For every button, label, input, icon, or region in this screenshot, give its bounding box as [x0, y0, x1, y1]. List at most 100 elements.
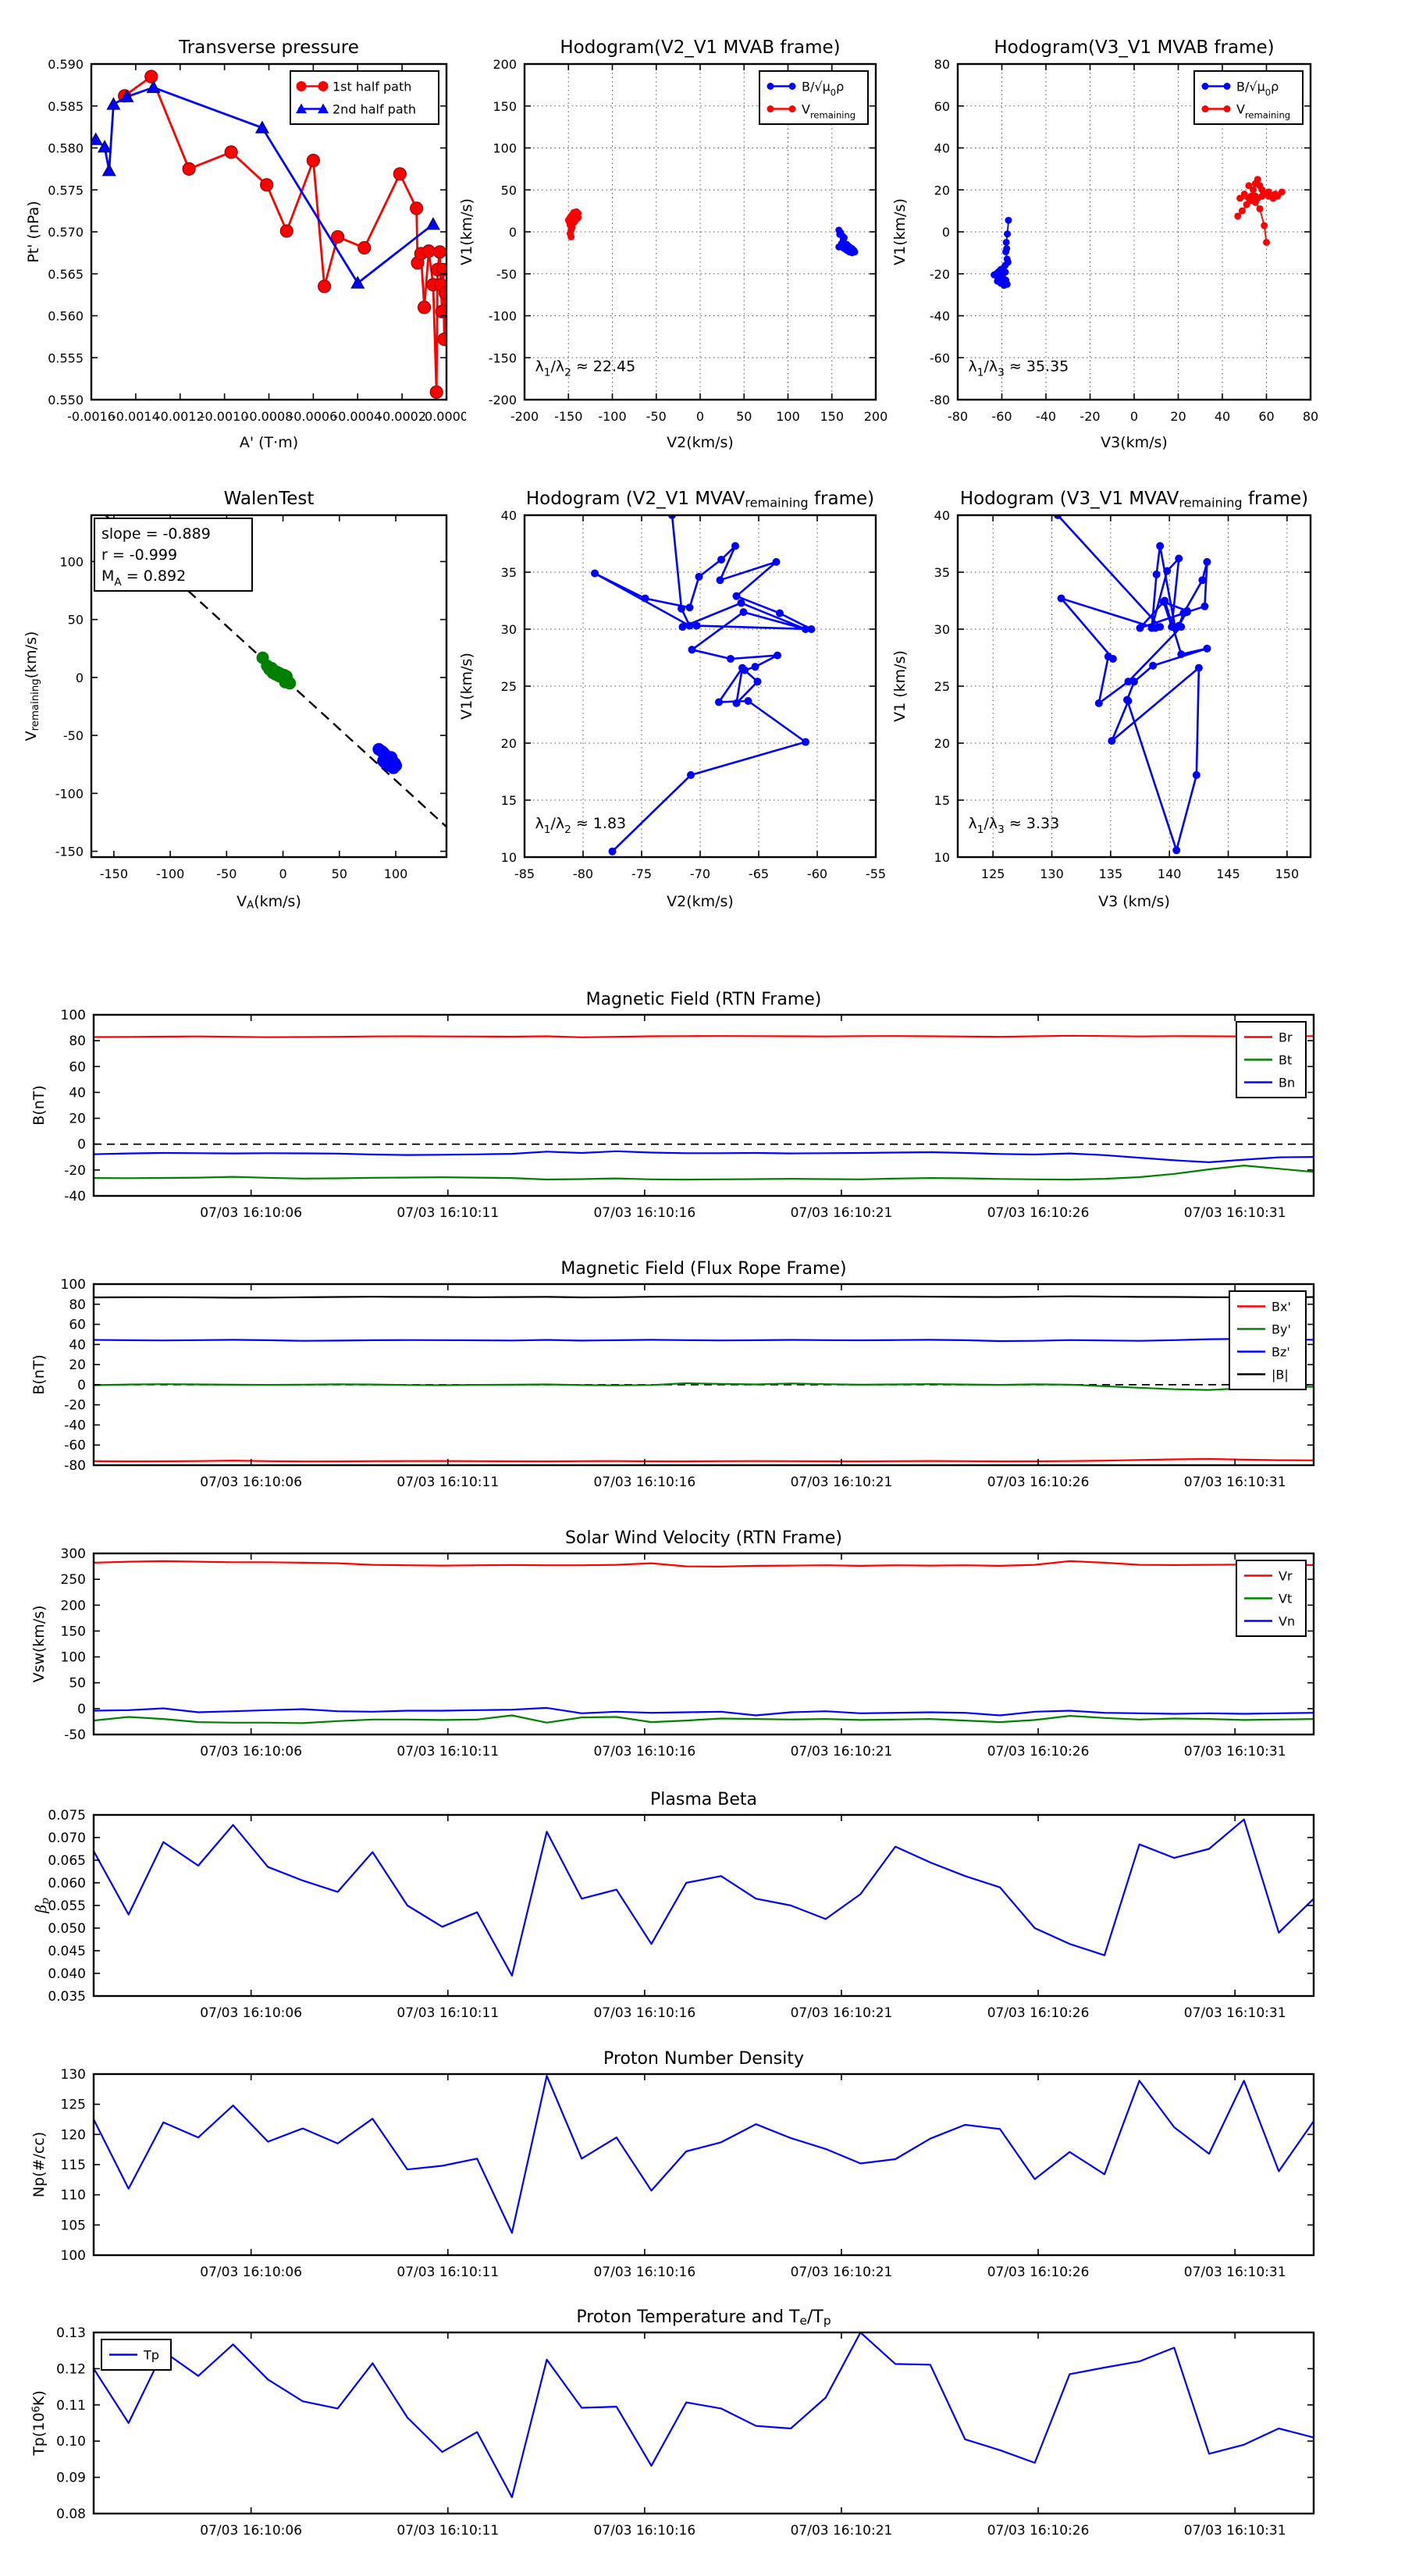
svg-text:0.040: 0.040 — [48, 1966, 86, 1982]
svg-text:125: 125 — [61, 2097, 86, 2113]
walen-test-plot: -150 -100 -50 0 50 100 -150 -100 -50 0 50 100 slope … — [55, 514, 448, 881]
svg-text:07/03 16:10:26: 07/03 16:10:26 — [987, 2523, 1090, 2539]
svg-text:100: 100 — [776, 409, 800, 424]
panel-walen-test: WalenTest Vremaining(km/s) VA(km/s) -150… — [13, 484, 466, 920]
svg-text:-60: -60 — [991, 409, 1012, 424]
solar-wind-velocity-plot: 07/03 16:10:06 07/03 16:10:11 07/03 16:10:… — [61, 1546, 1315, 1759]
panel-proton-temperature: Proton Temperature and Te/Tp Tp(106K) 07… — [16, 2301, 1337, 2571]
svg-text:-150: -150 — [100, 866, 128, 881]
svg-text:1st half path: 1st half path — [333, 80, 411, 94]
svg-text:0: 0 — [509, 225, 517, 240]
svg-text:40: 40 — [1215, 409, 1230, 424]
hodogram-v2v1-mvab-plot: -200 -150 -100 -50 0 50 100 150 200 -200 -150 -100 -… — [489, 57, 888, 424]
svg-text:B/√μ0ρ: B/√μ0ρ — [802, 80, 844, 98]
svg-text:10: 10 — [934, 850, 950, 865]
svg-text:0.550: 0.550 — [48, 393, 84, 407]
svg-text:Br: Br — [1279, 1030, 1293, 1045]
svg-text:07/03 16:10:31: 07/03 16:10:31 — [1184, 2265, 1286, 2280]
svg-text:07/03 16:10:31: 07/03 16:10:31 — [1184, 2005, 1286, 2021]
svg-text:Vremaining: Vremaining — [1236, 102, 1290, 121]
svg-text:-100: -100 — [55, 786, 84, 801]
svg-text:07/03 16:10:06: 07/03 16:10:06 — [200, 2005, 302, 2021]
svg-text:30: 30 — [501, 622, 517, 637]
svg-text:07/03 16:10:21: 07/03 16:10:21 — [791, 1744, 893, 1759]
svg-text:20: 20 — [69, 1112, 86, 1127]
svg-text:100: 100 — [61, 2248, 86, 2264]
svg-text:-20: -20 — [64, 1163, 86, 1179]
svg-text:r = -0.999: r = -0.999 — [101, 546, 177, 564]
svg-text:150: 150 — [1275, 866, 1300, 881]
svg-text:-60: -60 — [807, 866, 827, 881]
x-axis-label: V3(km/s) — [1101, 434, 1168, 451]
svg-text:0.565: 0.565 — [48, 267, 84, 282]
x-axis-label: A' (T·m) — [239, 434, 299, 451]
x-axis-label: V2(km/s) — [667, 434, 734, 451]
svg-text:25: 25 — [934, 679, 950, 694]
chart-title: Hodogram (V2_V1 MVAVremaining frame) — [525, 489, 875, 511]
svg-text:40: 40 — [934, 508, 950, 523]
svg-text:40: 40 — [69, 1337, 86, 1353]
svg-text:07/03 16:10:11: 07/03 16:10:11 — [397, 2005, 499, 2021]
svg-text:07/03 16:10:11: 07/03 16:10:11 — [397, 2523, 499, 2539]
svg-text:40: 40 — [501, 508, 517, 523]
svg-text:0.065: 0.065 — [48, 1853, 86, 1869]
svg-text:20: 20 — [501, 736, 517, 751]
svg-text:0.590: 0.590 — [48, 57, 84, 72]
svg-text:80: 80 — [934, 57, 950, 72]
svg-text:0.0000: 0.0000 — [425, 409, 466, 424]
svg-text:07/03 16:10:06: 07/03 16:10:06 — [200, 1744, 302, 1759]
svg-text:λ1/λ2 ≈ 1.83: λ1/λ2 ≈ 1.83 — [535, 815, 627, 836]
svg-text:60: 60 — [69, 1059, 86, 1075]
svg-text:50: 50 — [69, 1676, 86, 1692]
svg-text:-0.0002: -0.0002 — [378, 409, 426, 424]
chart-title: Hodogram (V3_V1 MVAVremaining frame) — [959, 489, 1309, 511]
svg-text:0.075: 0.075 — [48, 1808, 86, 1823]
hodogram-v3v1-mvab-plot: -80 -60 -40 -20 0 20 40 60 80 -80 -60 -40 -20 0 20 40 60… — [930, 57, 1318, 424]
svg-text:0.570: 0.570 — [48, 225, 84, 240]
svg-text:07/03 16:10:21: 07/03 16:10:21 — [791, 2005, 893, 2021]
svg-text:λ1/λ3 ≈ 35.35: λ1/λ3 ≈ 35.35 — [969, 358, 1069, 379]
svg-text:-40: -40 — [1036, 409, 1056, 424]
svg-text:07/03 16:10:31: 07/03 16:10:31 — [1184, 2523, 1286, 2539]
svg-text:-150: -150 — [554, 409, 582, 424]
svg-text:0: 0 — [1130, 409, 1138, 424]
svg-text:-40: -40 — [930, 309, 950, 324]
svg-text:07/03 16:10:16: 07/03 16:10:16 — [593, 2523, 695, 2539]
svg-text:15: 15 — [501, 793, 517, 808]
svg-text:07/03 16:10:26: 07/03 16:10:26 — [987, 2265, 1090, 2280]
hodogram-v2v1-mvav-plot: -85 -80 -75 -70 -65 -60 -55 10 15 20 25 30 35 40 λ1/λ2… — [501, 508, 886, 881]
panel-transverse-pressure: Transverse pressure Pt' (nPa) A' (T·m) -… — [13, 33, 466, 461]
svg-text:07/03 16:10:16: 07/03 16:10:16 — [593, 1744, 695, 1759]
svg-text:-50: -50 — [496, 267, 517, 282]
svg-text:MA = 0.892: MA = 0.892 — [101, 568, 186, 589]
svg-text:-0.0008: -0.0008 — [245, 409, 293, 424]
svg-text:07/03 16:10:16: 07/03 16:10:16 — [593, 1205, 695, 1221]
svg-text:130: 130 — [1040, 866, 1064, 881]
svg-text:-20: -20 — [1080, 409, 1100, 424]
chart-title: Magnetic Field (Flux Rope Frame) — [560, 1259, 847, 1279]
svg-text:07/03 16:10:21: 07/03 16:10:21 — [791, 1205, 893, 1221]
svg-text:60: 60 — [934, 99, 950, 114]
svg-text:B/√μ0ρ: B/√μ0ρ — [1236, 80, 1279, 98]
panel-solar-wind-velocity: Solar Wind Velocity (RTN Frame) Vsw(km/s… — [16, 1522, 1337, 1792]
svg-text:10: 10 — [501, 850, 517, 865]
svg-text:105: 105 — [61, 2218, 86, 2233]
panel-magnetic-field-rtn: Magnetic Field (RTN Frame) B(nT) 07/03 1… — [16, 984, 1337, 1254]
svg-text:150: 150 — [493, 99, 517, 114]
svg-text:100: 100 — [59, 554, 84, 569]
svg-text:07/03 16:10:31: 07/03 16:10:31 — [1184, 1744, 1286, 1759]
svg-text:0.08: 0.08 — [56, 2507, 86, 2522]
svg-text:0: 0 — [77, 1137, 86, 1153]
svg-text:2nd half path: 2nd half path — [333, 102, 416, 117]
svg-text:-200: -200 — [489, 393, 517, 407]
svg-text:-60: -60 — [64, 1438, 86, 1453]
svg-text:250: 250 — [61, 1572, 86, 1588]
svg-text:By': By' — [1272, 1322, 1291, 1337]
svg-text:07/03 16:10:06: 07/03 16:10:06 — [200, 2523, 302, 2539]
svg-text:07/03 16:10:26: 07/03 16:10:26 — [987, 1744, 1090, 1759]
svg-text:50: 50 — [68, 613, 84, 628]
svg-text:|B|: |B| — [1272, 1368, 1289, 1382]
svg-text:60: 60 — [1258, 409, 1274, 424]
svg-text:0.12: 0.12 — [56, 2361, 86, 2377]
svg-text:0.13: 0.13 — [56, 2325, 86, 2341]
